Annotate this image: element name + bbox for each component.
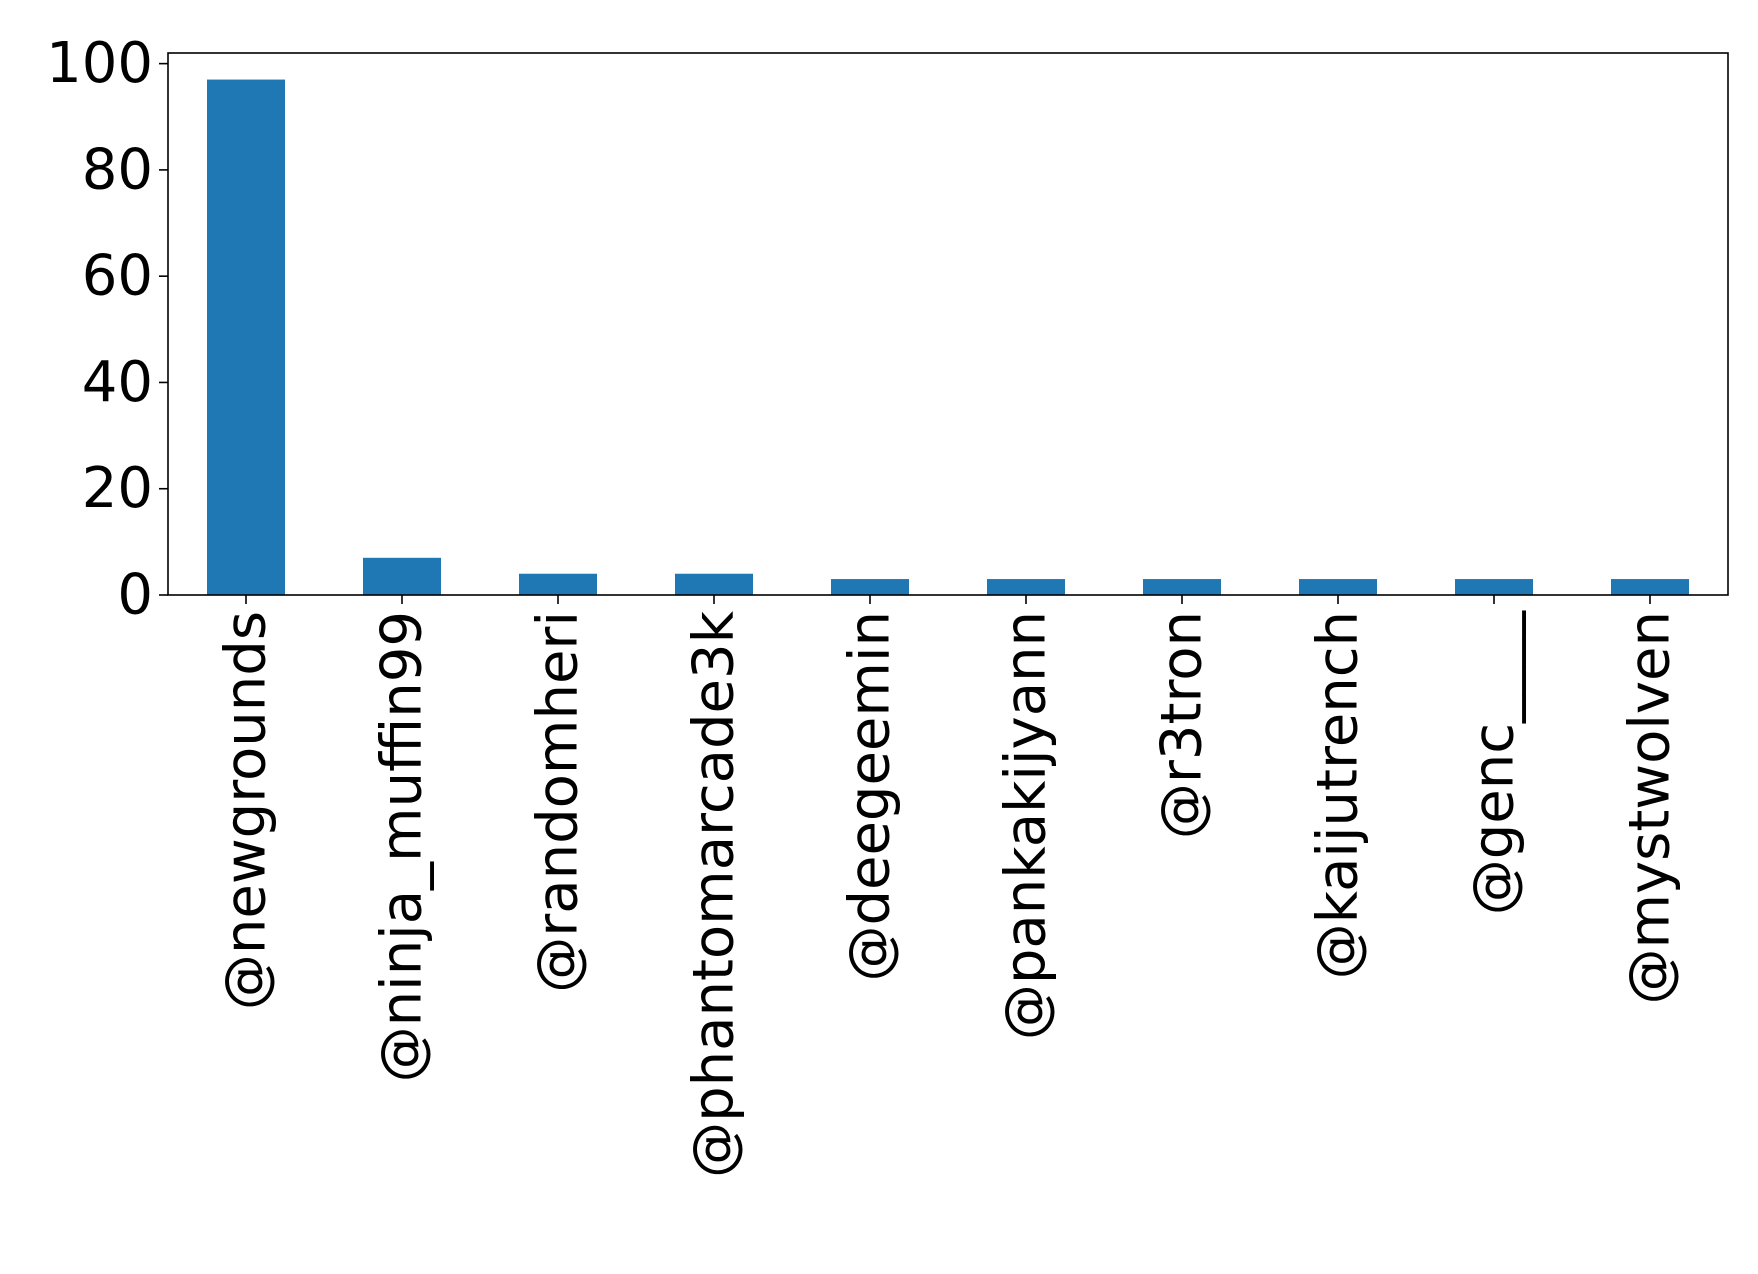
y-axis: 0 20 40 60 80 100 (46, 31, 168, 628)
bar-8 (1455, 579, 1533, 595)
x-tick-label-9: @mystwolven (1618, 611, 1683, 1005)
x-axis: @newgrounds @ninja_muffin99 @randomheri @ph… (214, 595, 1683, 1178)
bar-4 (831, 579, 909, 595)
x-tick-label-7: @kaijutrench (1306, 611, 1371, 979)
x-tick-label-3: @phantomarcade3k (682, 610, 747, 1177)
bar-7 (1299, 579, 1377, 595)
x-tick-label-4: @deegeemin (838, 611, 903, 982)
x-tick-label-2: @randomheri (526, 611, 591, 993)
plot-area-frame (167, 52, 1729, 596)
x-tick-label-8: @genc____ (1462, 610, 1527, 915)
bar-3 (675, 573, 753, 595)
y-tick-label-2: 40 (82, 350, 153, 415)
bar-0 (207, 79, 285, 596)
y-tick-label-1: 20 (82, 456, 153, 521)
bar-9 (1611, 579, 1689, 595)
bar-6 (1143, 579, 1221, 595)
bar-5 (987, 579, 1065, 595)
bar-2 (519, 573, 597, 595)
x-tick-label-6: @r3tron (1150, 611, 1215, 839)
y-tick-label-0: 0 (117, 563, 153, 628)
x-tick-label-1: @ninja_muffin99 (370, 611, 435, 1082)
y-tick-label-4: 80 (82, 137, 153, 202)
x-tick-label-5: @pankakijyann (994, 611, 1059, 1040)
x-tick-label-0: @newgrounds (214, 611, 279, 1010)
bars-layer (207, 79, 1689, 596)
y-tick-label-5: 100 (46, 31, 153, 96)
bar-1 (363, 557, 441, 595)
y-tick-label-3: 60 (82, 244, 153, 309)
